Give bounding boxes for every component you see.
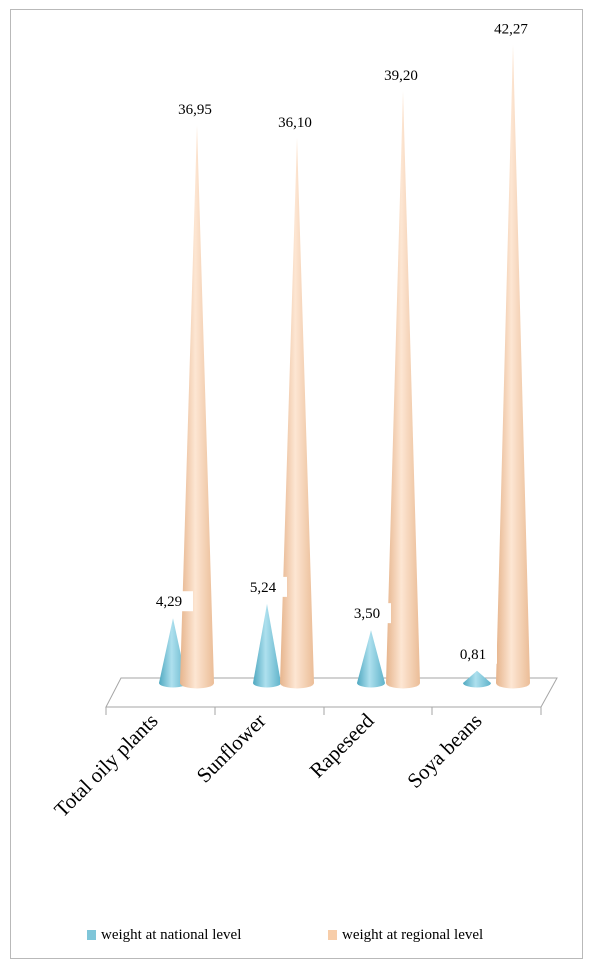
- legend-label: weight at national level: [101, 927, 241, 943]
- data-label-bg: [449, 643, 497, 664]
- national-cone-1: [253, 603, 281, 688]
- legend-item-0: weight at national level: [87, 927, 241, 943]
- data-label-bg: [171, 99, 219, 120]
- data-label-bg: [487, 18, 535, 39]
- data-label-bg: [343, 603, 391, 624]
- data-label-bg: [239, 576, 287, 597]
- cone-body: [386, 91, 420, 689]
- cone-body: [253, 603, 281, 688]
- category-label-3: Soya beans: [402, 709, 486, 793]
- regional-value-label-1: 36,10: [278, 115, 312, 131]
- national-value-label-0: 4,29: [156, 594, 182, 610]
- data-label-bg: [377, 65, 425, 86]
- regional-value-label-0: 36,95: [178, 102, 212, 118]
- category-label-1: Sunflower: [192, 709, 271, 788]
- legend-swatch: [87, 930, 96, 940]
- cone-body: [357, 630, 385, 688]
- cone-body: [496, 44, 530, 689]
- chart-frame: 4,29 5,24 3,50 0,81 36,95 36,10 39,20 42,27 Tot…: [10, 9, 583, 959]
- national-cone-2: [357, 630, 385, 688]
- legend-item-1: weight at regional level: [328, 927, 483, 943]
- regional-cone-0: [180, 125, 214, 689]
- national-value-label-1: 5,24: [250, 580, 277, 596]
- regional-value-label-2: 39,20: [384, 68, 418, 84]
- national-cone-0: [159, 618, 188, 688]
- category-label-0: Total oily plants: [49, 709, 162, 822]
- category-label-2: Rapeseed: [305, 708, 379, 782]
- regional-cone-3: [496, 44, 530, 689]
- cone-body: [280, 137, 314, 689]
- data-label-bg: [145, 591, 193, 612]
- cone-body: [180, 125, 214, 689]
- regional-cone-1: [280, 137, 314, 689]
- cone-chart: 4,29 5,24 3,50 0,81 36,95 36,10 39,20 42,27 Tot…: [49, 18, 558, 943]
- regional-cone-2: [386, 91, 420, 689]
- legend-label: weight at regional level: [342, 927, 483, 943]
- national-cone-3: [463, 670, 491, 688]
- data-label-bg: [271, 111, 319, 132]
- cone-body: [159, 618, 188, 688]
- cone-body: [463, 670, 491, 688]
- legend-swatch: [328, 930, 337, 940]
- national-value-label-2: 3,50: [354, 606, 380, 622]
- national-value-label-3: 0,81: [460, 647, 486, 663]
- regional-value-label-3: 42,27: [494, 22, 528, 38]
